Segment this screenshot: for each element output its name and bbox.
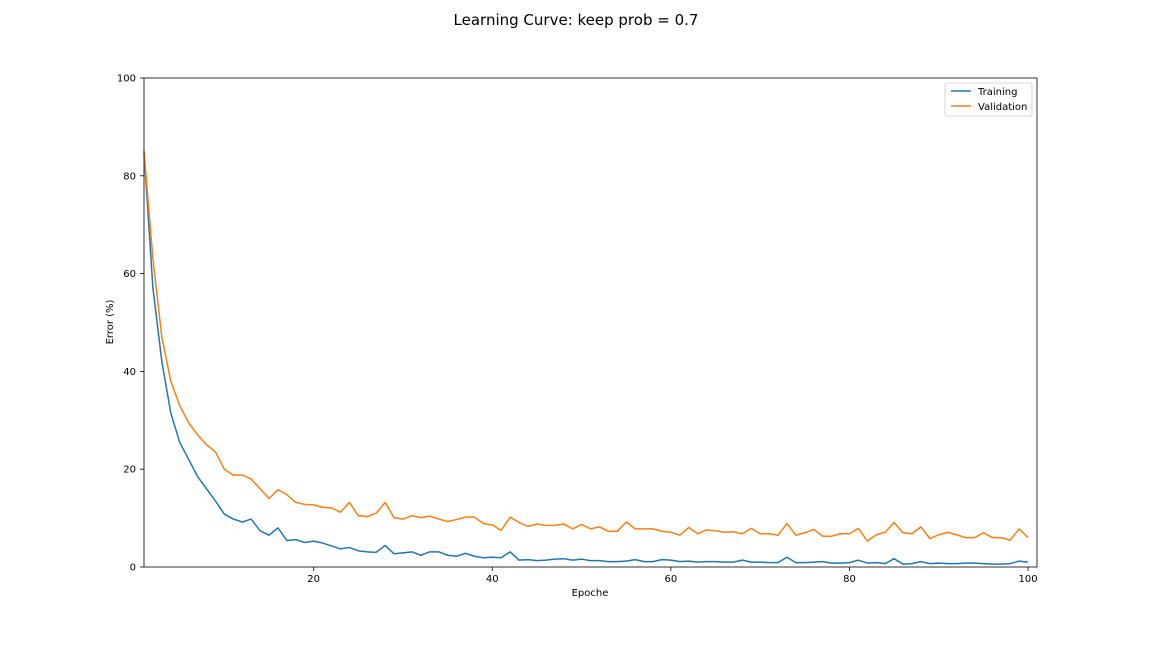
y-tick-label: 0 — [130, 563, 136, 574]
y-axis-label: Error (%) — [105, 299, 116, 344]
y-tick-label: 80 — [123, 171, 136, 182]
x-tick-label: 40 — [486, 574, 499, 585]
chart-title: Learning Curve: keep prob = 0.7 — [454, 11, 699, 29]
y-tick-label: 40 — [123, 367, 136, 378]
axes-frame — [143, 77, 1038, 568]
legend-label-validation: Validation — [978, 102, 1027, 113]
x-tick-label: 20 — [307, 574, 320, 585]
series-layer — [143, 151, 1029, 565]
y-axis-ticks: 0 20 40 60 80 100 — [117, 74, 144, 574]
series-line-validation — [143, 151, 1029, 542]
y-tick-label: 20 — [123, 465, 136, 476]
x-tick-label: 100 — [1019, 574, 1038, 585]
y-tick-label: 60 — [123, 269, 136, 280]
x-tick-label: 80 — [843, 574, 856, 585]
legend-label-training: Training — [977, 87, 1017, 98]
x-tick-label: 60 — [665, 574, 678, 585]
x-axis-ticks: 20 40 60 80 100 — [307, 567, 1038, 585]
plot-area — [144, 78, 1037, 567]
x-axis-label: Epoche — [572, 588, 609, 599]
y-tick-label: 100 — [117, 74, 136, 85]
series-line-training — [143, 151, 1029, 565]
legend: Training Validation — [944, 82, 1033, 117]
